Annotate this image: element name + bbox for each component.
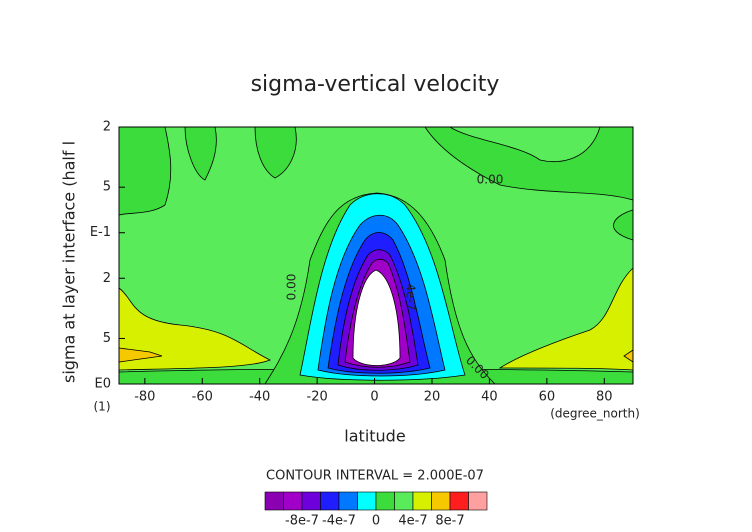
x-tick-label: -60 — [192, 390, 213, 405]
x-tick-label: -80 — [134, 390, 155, 405]
contour-label: 4e-7 — [404, 284, 418, 311]
contour-region — [118, 287, 271, 371]
y-tick-label: 2 — [103, 120, 111, 135]
contour-region — [118, 126, 172, 216]
colorbar-box — [338, 491, 358, 511]
y-unit: (1) — [94, 400, 111, 414]
colorbar-box — [449, 491, 469, 511]
plot-frame — [118, 126, 634, 385]
colorbar-box — [357, 491, 377, 511]
colorbar-label: 0 — [372, 514, 380, 529]
contour-region — [184, 126, 217, 181]
y-tick-label: 5 — [103, 180, 111, 195]
chart-title: sigma-vertical velocity — [251, 72, 500, 97]
colorbar-box — [301, 491, 321, 511]
colorbar-box — [283, 491, 303, 511]
y-tick-label: E-1 — [90, 225, 111, 240]
y-tick-label: 5 — [103, 331, 111, 346]
x-tick-label: -20 — [307, 390, 328, 405]
x-tick-label: 0 — [370, 390, 378, 405]
x-tick-label: 80 — [596, 390, 613, 405]
colorbar-label: 8e-7 — [435, 514, 464, 529]
colorbar-label: -8e-7 — [285, 514, 319, 529]
y-tick-label: 2 — [103, 271, 111, 286]
colorbar-box — [320, 491, 340, 511]
colorbar-box — [412, 491, 432, 511]
x-axis-label: latitude — [344, 427, 405, 446]
contour-interval: CONTOUR INTERVAL = 2.000E-07 — [266, 469, 484, 484]
x-tick-label: 60 — [539, 390, 556, 405]
colorbar-label: -4e-7 — [322, 514, 356, 529]
colorbar-box — [394, 491, 414, 511]
contour-label: 0.00 — [477, 173, 504, 187]
x-unit: (degree_north) — [550, 407, 640, 421]
colorbar-box — [264, 491, 284, 511]
x-tick-label: 20 — [424, 390, 441, 405]
colorbar-box — [431, 491, 451, 511]
colorbar-box — [375, 491, 395, 511]
x-tick-label: 40 — [481, 390, 498, 405]
contour-region — [498, 267, 634, 371]
x-tick-label: -40 — [249, 390, 270, 405]
contour-region — [254, 126, 297, 179]
missing-region — [352, 269, 401, 366]
colorbar-box — [468, 491, 488, 511]
contour-label: 0.00 — [285, 274, 299, 301]
y-tick-label: E0 — [95, 377, 112, 392]
y-axis-label: sigma at layer interface (half l — [60, 141, 79, 383]
colorbar-label: 4e-7 — [398, 514, 427, 529]
